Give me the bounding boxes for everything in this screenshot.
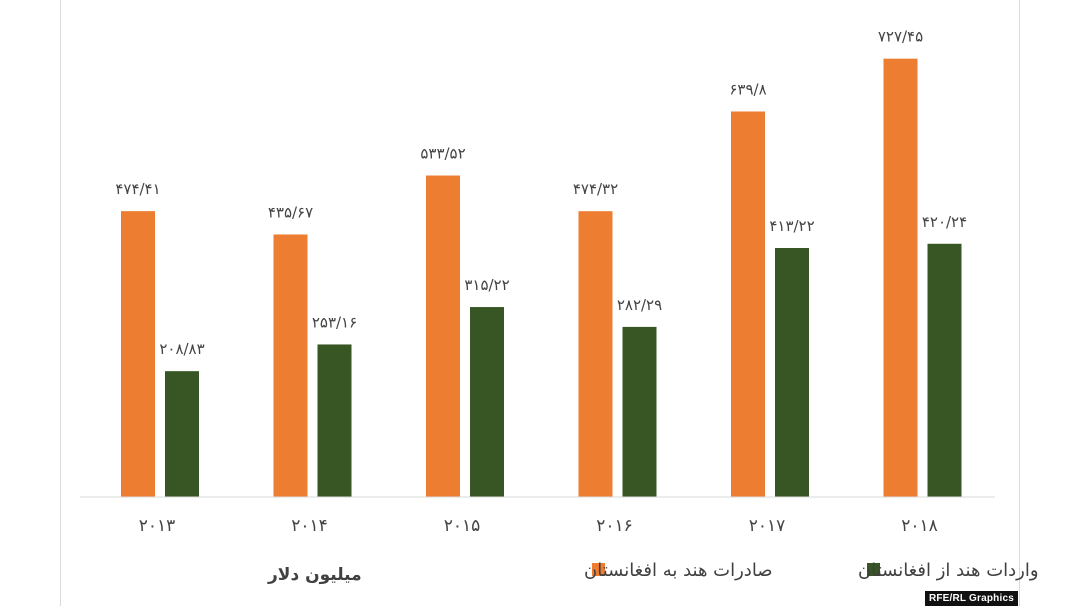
value-label-exports-5: ۷۲۷/۴۵ (878, 28, 923, 46)
bar-imports-1 (317, 344, 352, 497)
value-label-exports-4: ۶۳۹/۸ (729, 80, 766, 98)
x-tick-label-2: ۲۰۱۵ (444, 516, 481, 536)
value-label-exports-0: ۴۷۴/۴۱ (115, 180, 160, 198)
x-tick-labels: ۲۰۱۳ ۲۰۱۴ ۲۰۱۵ ۲۰۱۶ ۲۰۱۷ ۲۰۱۸ (139, 516, 938, 536)
bar-exports-4 (731, 111, 765, 497)
legend-swatch-exports (592, 563, 605, 576)
credit-badge: RFE/RL Graphics (924, 591, 1018, 606)
legend-label-exports: صادرات هند به افغانستان (584, 560, 773, 581)
bar-imports-3 (622, 326, 657, 497)
bar-exports-3 (578, 211, 613, 498)
bar-imports-5 (927, 243, 962, 497)
bar-imports-2 (470, 307, 504, 497)
x-tick-label-1: ۲۰۱۴ (291, 516, 328, 536)
value-label-imports-5: ۴۲۰/۲۴ (922, 213, 967, 231)
value-label-exports-2: ۵۳۳/۵۲ (420, 145, 465, 163)
value-label-imports-1: ۲۵۳/۱۶ (312, 313, 357, 331)
x-tick-label-0: ۲۰۱۳ (139, 516, 176, 536)
x-tick-label-5: ۲۰۱۸ (901, 516, 938, 536)
bar-imports-0 (165, 371, 199, 497)
x-tick-label-3: ۲۰۱۶ (596, 516, 633, 536)
value-label-exports-3: ۴۷۴/۳۲ (573, 180, 618, 198)
bar-exports-0 (121, 211, 155, 497)
legend-swatch-imports (867, 563, 880, 576)
value-labels-layer: ۴۷۴/۴۱ ۲۰۸/۸۳ ۴۳۵/۶۷ ۲۵۳/۱۶ ۵۳۳/۵۲ ۳۱۵/۲۲ ۴۷۴/… (115, 28, 967, 359)
value-label-imports-4: ۴۱۳/۲۲ (769, 217, 814, 235)
bar-exports-2 (426, 175, 460, 497)
bars-layer (121, 58, 962, 498)
legend-label-imports: واردات هند از افغانستان (858, 560, 1039, 581)
bar-exports-5 (883, 58, 918, 498)
value-label-exports-1: ۴۳۵/۶۷ (268, 203, 313, 221)
unit-label: میلیون دلار (267, 565, 362, 585)
x-tick-label-4: ۲۰۱۷ (749, 516, 786, 536)
legend: صادرات هند به افغانستان واردات هند از اف… (584, 560, 1039, 581)
value-label-imports-0: ۲۰۸/۸۳ (159, 340, 204, 358)
bar-exports-1 (273, 234, 308, 497)
value-label-imports-2: ۳۱۵/۲۲ (464, 276, 509, 294)
bar-imports-4 (775, 248, 809, 497)
chart-frame (60, 0, 1020, 606)
value-label-imports-3: ۲۸۲/۲۹ (617, 296, 662, 314)
